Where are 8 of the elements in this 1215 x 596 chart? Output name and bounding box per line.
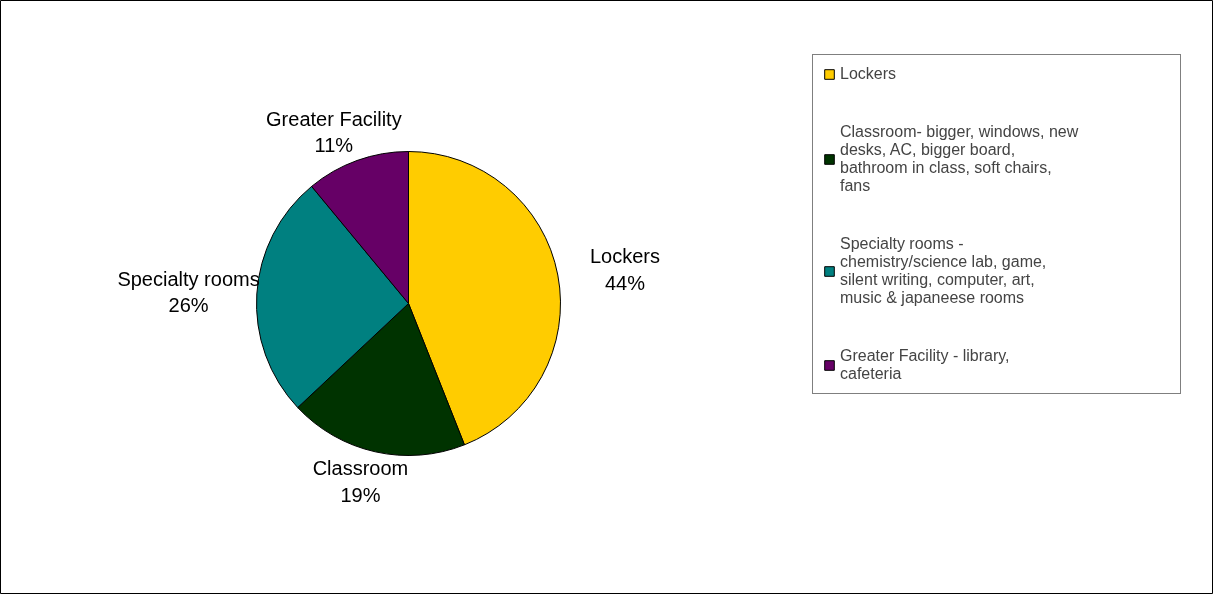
data-label: Specialty rooms 26%: [117, 267, 260, 317]
legend-label: Classroom- bigger, windows, new desks, AC, bigger board, bathroom in class, soft chairs, fans: [840, 123, 1080, 195]
data-label: Greater Facility 11%: [266, 107, 402, 157]
legend-label: Specialty rooms - chemistry/science lab, game, silent writing, computer, art, music & japaneese rooms: [840, 235, 1048, 307]
data-label: Lockers 44%: [589, 245, 661, 294]
data-label: Classroom 19%: [312, 457, 409, 506]
legend-label: Greater Facility - library, cafeteria: [840, 347, 1011, 383]
legend-label: Lockers: [840, 65, 898, 83]
